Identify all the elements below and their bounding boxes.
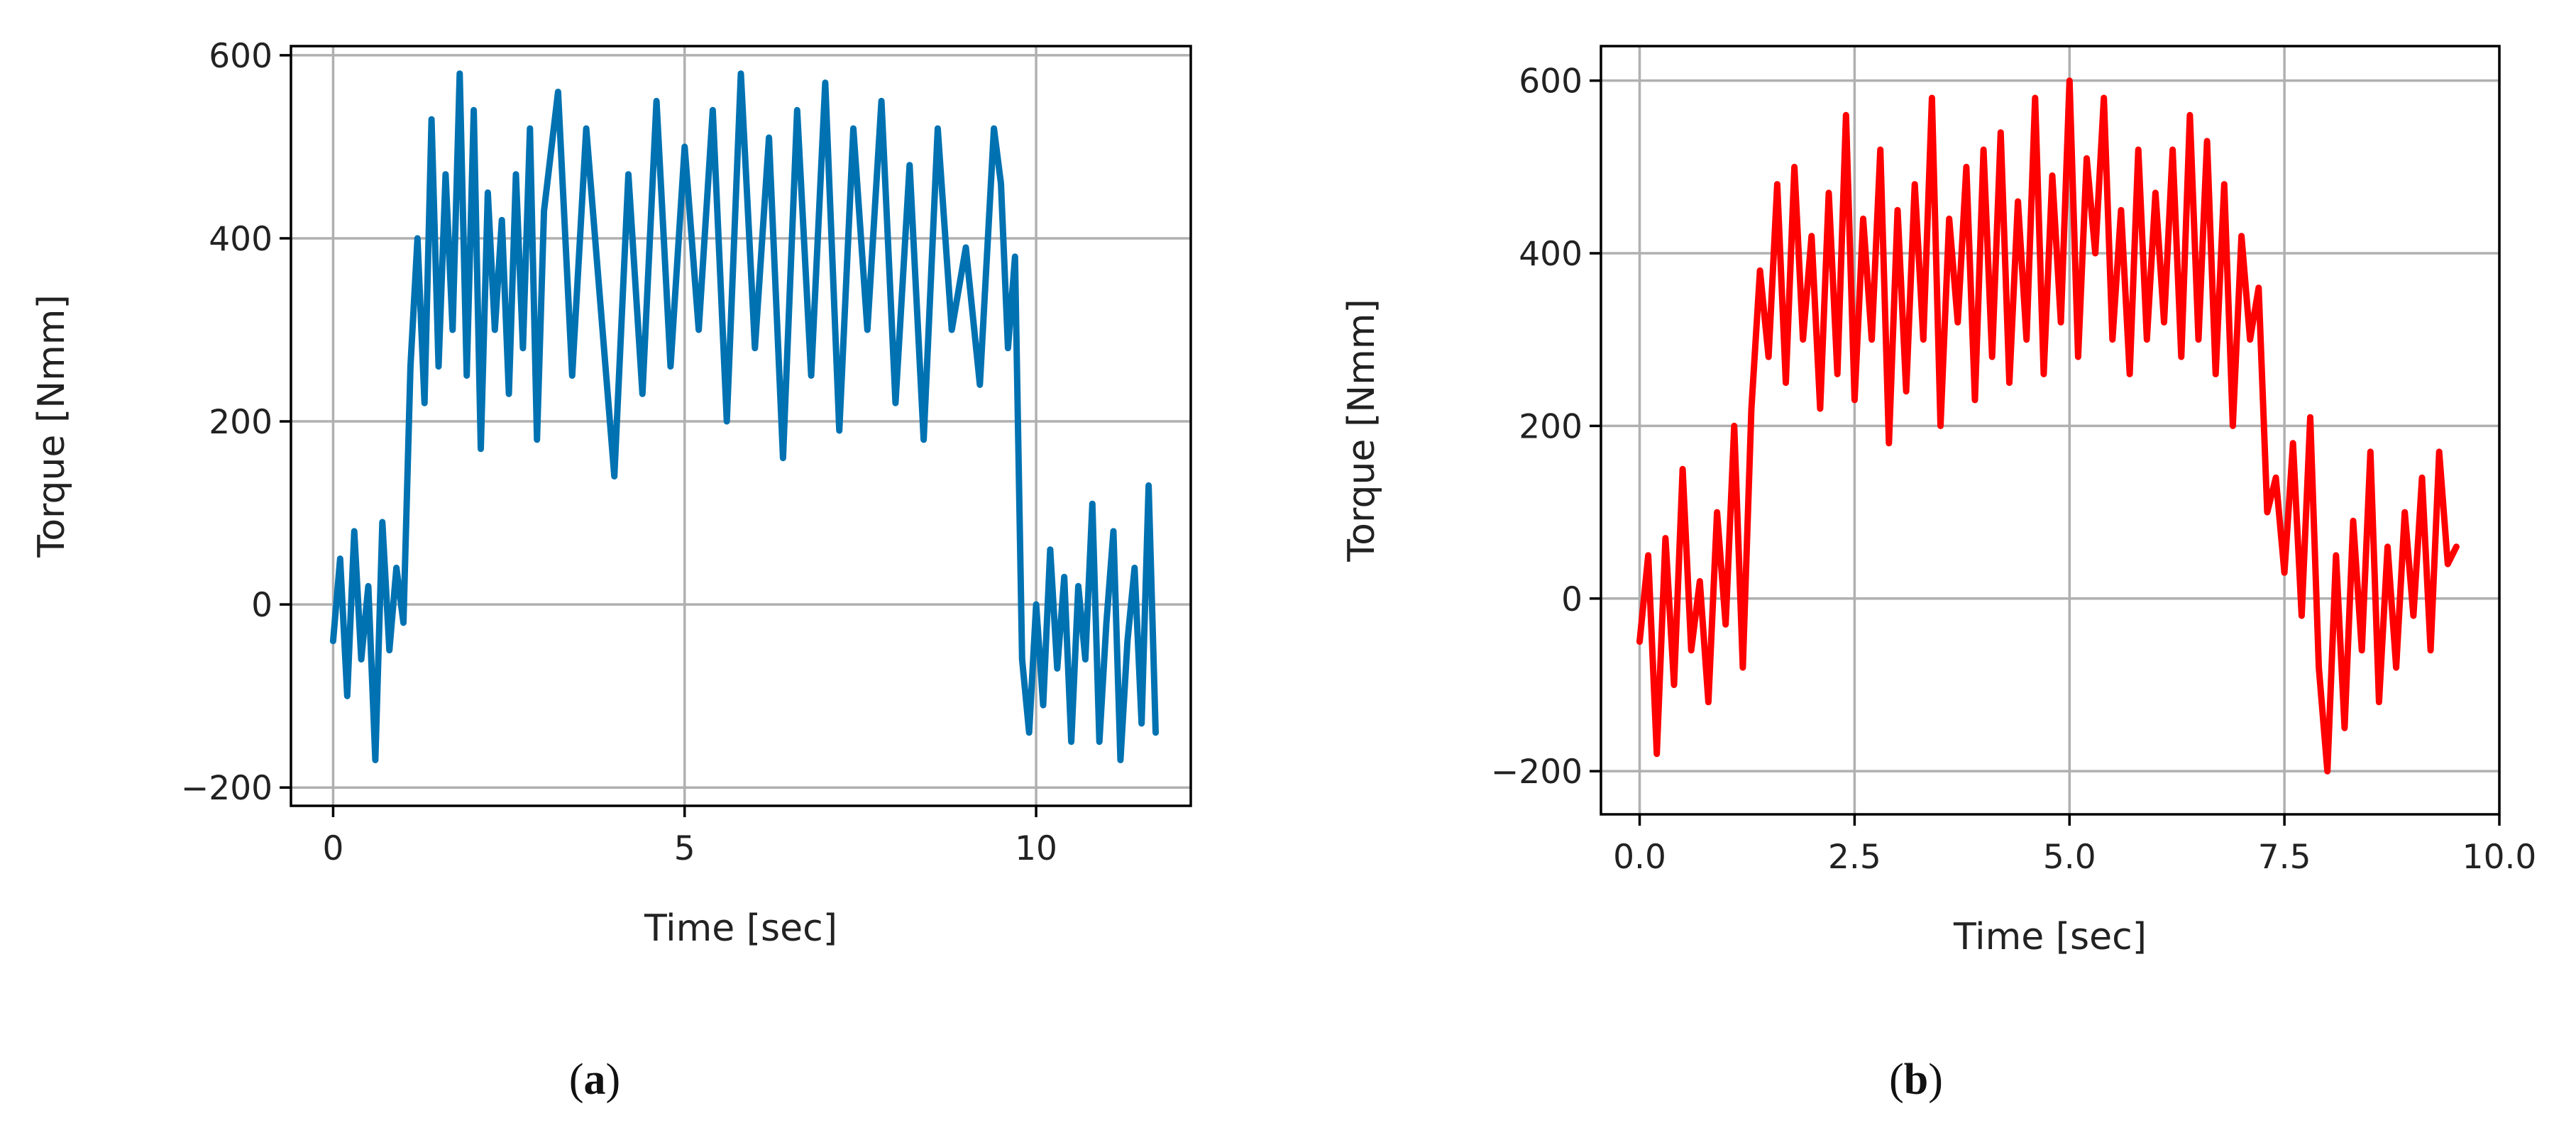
chart-a: 0 5 10 −200 0 200 400 600 Time [sec] Torque [Nmm]: [31, 37, 1192, 950]
chart-b-y-tick-label-2: 200: [1519, 407, 1583, 446]
chart-a-y-tick-label-0: −200: [181, 769, 273, 808]
chart-b-y-axis-label: Torque [Nmm]: [1341, 299, 1383, 562]
chart-b-plot-frame: [1600, 45, 2501, 816]
chart-b-y-tick-label-3: 400: [1519, 235, 1583, 274]
chart-b-x-tick-label-0: 0.0: [1613, 838, 1666, 877]
chart-b-y-tick-label-1: 0: [1561, 580, 1583, 619]
chart-a-x-axis-label: Time [sec]: [644, 907, 837, 950]
chart-a-x-tick-label-0: 0: [322, 829, 343, 868]
chart-a-y-tick-label-2: 200: [209, 403, 273, 442]
caption-b-close: ): [1928, 1056, 1943, 1104]
caption-b-open: (: [1889, 1056, 1904, 1104]
chart-a-y-axis-label: Torque [Nmm]: [31, 294, 73, 558]
caption-a: (a): [569, 1056, 620, 1104]
chart-b-y-tick-label-0: −200: [1491, 753, 1583, 792]
chart-b-x-tick-label-2: 5.0: [2043, 838, 2096, 877]
chart-a-x-tick-label-2: 10: [1015, 829, 1057, 868]
chart-a-y-tick-label-4: 600: [209, 37, 273, 76]
caption-a-close: ): [606, 1056, 621, 1104]
chart-b-series-0-line: [1636, 77, 2460, 775]
chart-b-x-tick-label-1: 2.5: [1828, 838, 1881, 877]
chart-a-series-0-line: [329, 70, 1159, 763]
chart-a-y-tick-label-3: 400: [209, 220, 273, 259]
chart-b-x-axis-label: Time [sec]: [1953, 916, 2147, 958]
chart-b-y-tick-label-4: 600: [1519, 62, 1583, 101]
caption-b: (b): [1889, 1056, 1943, 1104]
chart-b-x-tick-label-3: 7.5: [2258, 838, 2311, 877]
chart-b-x-tick-label-4: 10.0: [2462, 838, 2537, 877]
caption-a-letter: a: [584, 1056, 606, 1104]
chart-a-x-tick-label-1: 5: [674, 829, 695, 868]
chart-b: 0.0 2.5 5.0 7.5 10.0 −200 0 200 400 600 Time [sec]…: [1341, 45, 2537, 958]
caption-a-open: (: [569, 1056, 584, 1104]
caption-b-letter: b: [1904, 1056, 1928, 1104]
chart-a-y-tick-label-1: 0: [251, 586, 273, 625]
chart-a-plot-frame: [290, 45, 1192, 807]
